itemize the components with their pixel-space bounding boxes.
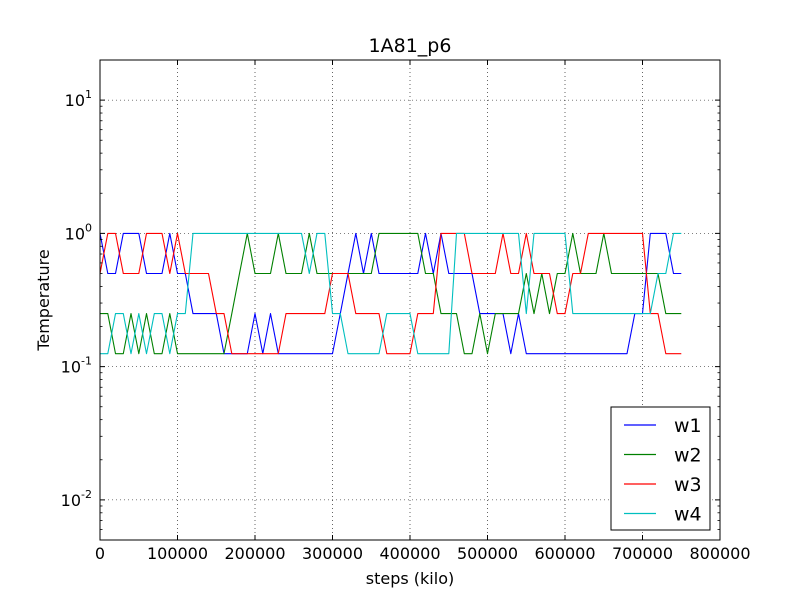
legend: w1 w2 w3 w4 — [610, 406, 711, 531]
x-tick-label: 500000 — [457, 544, 518, 563]
y-tick-label: 100 — [65, 221, 92, 243]
x-axis-title: steps (kilo) — [366, 569, 454, 588]
series-w2-line — [100, 232, 682, 355]
x-tick-label: 200000 — [224, 544, 285, 563]
y-tick-label: 101 — [65, 88, 92, 110]
series-w3-line — [99, 232, 682, 355]
y-tick-label: 10-1 — [61, 355, 92, 377]
y-axis-title: Temperature — [34, 249, 53, 351]
series-lines — [99, 232, 682, 355]
series-w4-line — [100, 232, 682, 355]
x-tick-label: 800000 — [689, 544, 750, 563]
x-tick-labels: 0 100000 200000 300000 400000 500000 600000 700… — [95, 544, 751, 563]
x-tick-label: 700000 — [612, 544, 673, 563]
y-tick-label: 10-2 — [61, 488, 92, 510]
x-tick-label: 100000 — [147, 544, 208, 563]
legend-label-w3: w3 — [674, 474, 702, 496]
x-tick-label: 0 — [95, 544, 105, 563]
axis-ticks — [99, 59, 721, 541]
legend-box — [610, 406, 711, 531]
x-tick-label: 600000 — [534, 544, 595, 563]
x-tick-label: 400000 — [379, 544, 440, 563]
chart-title: 1A81_p6 — [369, 35, 452, 57]
series-w1-line — [99, 232, 682, 355]
legend-label-w4: w4 — [674, 504, 702, 526]
x-tick-label: 300000 — [302, 544, 363, 563]
y-tick-labels: 10-2 10-1 100 101 — [61, 88, 92, 510]
legend-label-w1: w1 — [674, 415, 702, 437]
legend-label-w2: w2 — [674, 445, 702, 467]
